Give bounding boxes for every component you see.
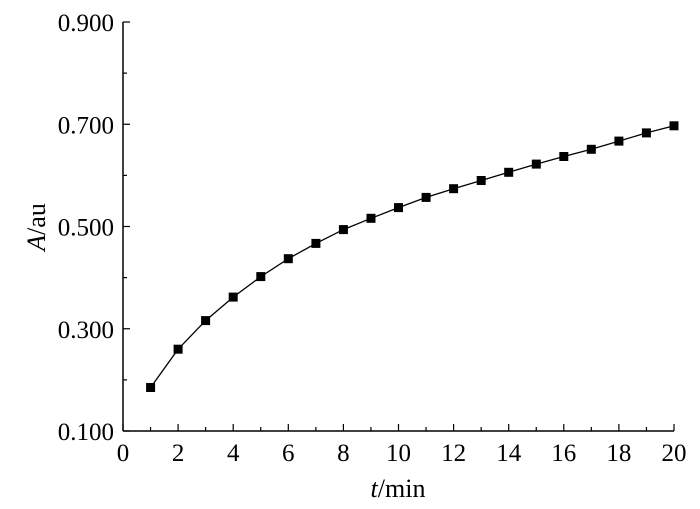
x-tick-label: 10 <box>386 440 411 467</box>
data-point-marker <box>256 272 266 282</box>
data-point-marker <box>669 121 679 131</box>
x-tick-label: 16 <box>551 440 576 467</box>
data-point-marker <box>531 159 541 169</box>
x-axis-title-variable: t <box>371 474 379 503</box>
x-tick-label: 0 <box>117 440 130 467</box>
data-point-marker <box>614 136 624 146</box>
data-point-marker <box>394 203 403 213</box>
data-point-marker <box>311 238 321 248</box>
data-point-marker <box>421 192 431 202</box>
x-axis-title-unit: /min <box>378 474 426 503</box>
y-tick-label: 0.300 <box>58 317 114 344</box>
y-tick-label: 0.700 <box>58 112 114 139</box>
data-point-marker <box>201 316 211 326</box>
axes <box>122 22 674 432</box>
data-point-marker <box>173 344 183 354</box>
x-tick-label: 14 <box>496 440 522 467</box>
y-tick-label: 0.100 <box>58 419 114 446</box>
data-point-marker <box>641 128 651 138</box>
tick-marks <box>122 21 675 432</box>
tick-labels: 0 2 4 6 8 10 12 14 16 18 20 0.100 0.300 0.500 0.700 0.9… <box>58 10 687 467</box>
x-tick-label: 6 <box>282 440 295 467</box>
data-point-marker <box>476 176 486 185</box>
y-tick-label: 0.900 <box>58 10 114 37</box>
data-point-marker <box>449 184 459 194</box>
series-line <box>150 125 675 388</box>
x-axis-title: t/min <box>371 474 426 503</box>
data-point-marker <box>559 152 569 161</box>
y-tick-label: 0.500 <box>58 215 114 242</box>
data-point-marker <box>366 213 376 223</box>
data-point-marker <box>283 254 293 264</box>
data-point-marker <box>586 144 596 154</box>
y-axis-title-unit: /au <box>22 203 51 235</box>
series <box>146 121 679 392</box>
data-point-marker <box>504 167 514 177</box>
x-tick-label: 8 <box>337 440 350 467</box>
data-point-marker <box>146 383 156 392</box>
x-tick-label: 20 <box>662 440 687 467</box>
y-axis-title-variable: A <box>22 235 51 253</box>
x-tick-label: 2 <box>172 440 185 467</box>
x-tick-label: 4 <box>227 440 240 467</box>
x-tick-label: 12 <box>441 440 466 467</box>
x-tick-label: 18 <box>606 440 631 467</box>
y-axis-title: A/au <box>22 203 51 253</box>
data-point-marker <box>338 225 348 235</box>
data-point-marker <box>228 292 238 302</box>
